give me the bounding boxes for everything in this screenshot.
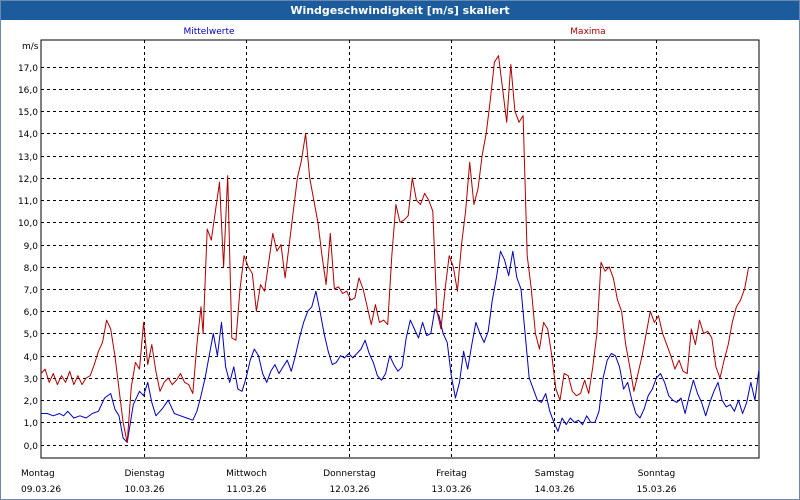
chart-title: Windgeschwindigkeit [m/s] skaliert: [1, 1, 799, 20]
series-lines: [40, 55, 760, 443]
y-tick-label: 16,0: [18, 86, 38, 96]
x-tick-day: Sonntag: [638, 469, 675, 479]
y-tick-label: 5,0: [24, 330, 39, 340]
legend-entry-mittelwerte: Mittelwerte: [183, 27, 234, 37]
y-tick-label: 8,0: [24, 264, 39, 274]
y-tick-label: 15,0: [18, 108, 38, 118]
y-tick-label: 3,0: [24, 375, 39, 385]
x-tick-date: 14.03.26: [534, 485, 574, 495]
y-tick-label: 12,0: [18, 175, 38, 185]
grid: [41, 40, 759, 458]
x-tick-date: 13.03.26: [431, 485, 471, 495]
x-tick-date: 12.03.26: [329, 485, 369, 495]
y-tick-label: 7,0: [24, 286, 39, 296]
x-tick-day: Mittwoch: [226, 469, 267, 479]
x-tick-date: 09.03.26: [21, 485, 61, 495]
y-tick-label: 10,0: [18, 219, 38, 229]
y-tick-labels: 0,0 1,0 2,0 3,0 4,0 5,0 6,0 7,0 8,0 9,0 10,0 11,0 12…: [18, 64, 38, 452]
y-tick-label: 4,0: [24, 353, 39, 363]
x-tick-labels: Montag 09.03.26 Dienstag 10.03.26 Mittwoch 11…: [21, 469, 677, 495]
legend-entry-maxima: Maxima: [570, 27, 605, 37]
series-line-mittelwerte: [41, 250, 760, 443]
plot-area: [40, 39, 760, 459]
y-tick-label: 14,0: [18, 130, 38, 140]
x-tick-day: Freitag: [436, 469, 467, 479]
x-tick-date: 11.03.26: [226, 485, 266, 495]
y-tick-label: 9,0: [24, 242, 39, 252]
series-line-maxima: [40, 55, 750, 443]
y-tick-label: 11,0: [18, 197, 38, 207]
y-tick-label: 1,0: [24, 419, 39, 429]
y-tick-label: 0,0: [24, 442, 39, 452]
y-tick-label: 13,0: [18, 153, 38, 163]
y-tick-label: 17,0: [18, 64, 38, 74]
x-tick-day: Dienstag: [124, 469, 164, 479]
y-tick-label: 2,0: [24, 397, 39, 407]
x-tick-day: Samstag: [535, 469, 574, 479]
y-axis-label: m/s: [22, 42, 39, 52]
y-tick-label: 6,0: [24, 308, 39, 318]
x-tick-date: 15.03.26: [636, 485, 676, 495]
x-tick-day: Montag: [21, 469, 55, 479]
x-tick-day: Donnerstag: [323, 469, 376, 479]
x-tick-date: 10.03.26: [124, 485, 164, 495]
